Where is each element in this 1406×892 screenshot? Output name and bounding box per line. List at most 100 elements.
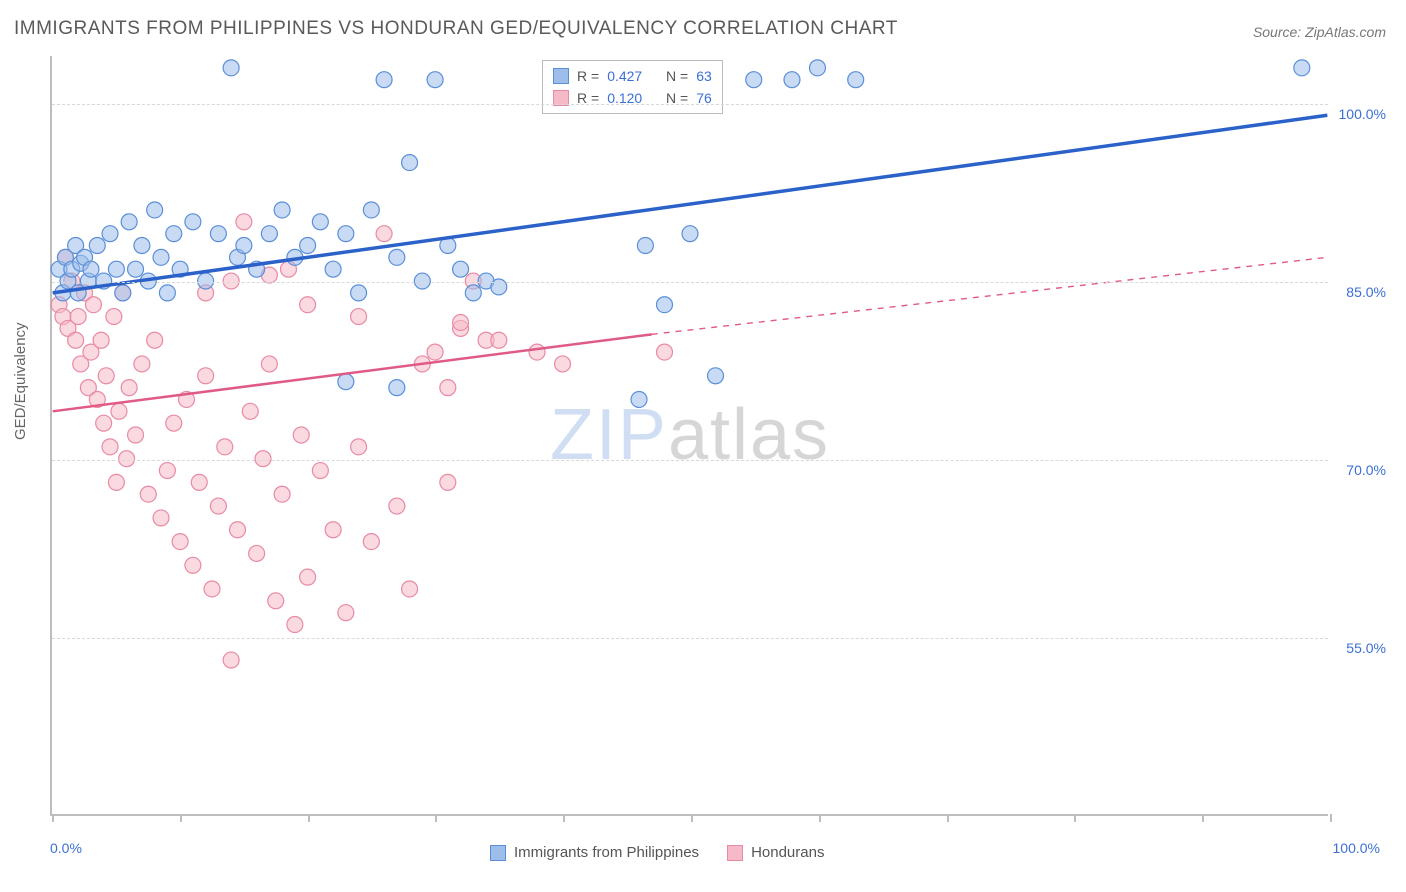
regression-line [53,334,652,411]
scatter-point [111,403,127,419]
plot-area: ZIPatlas R = 0.427 N = 63 R = 0.120 N = … [50,56,1328,816]
y-tick-label: 85.0% [1334,284,1386,300]
scatter-point [119,451,135,467]
scatter-point [204,581,220,597]
plot-container: ZIPatlas R = 0.427 N = 63 R = 0.120 N = … [50,56,1388,816]
scatter-point [191,474,207,490]
scatter-point [147,332,163,348]
scatter-point [166,226,182,242]
scatter-point [210,226,226,242]
x-min-label: 0.0% [50,840,82,856]
legend-item-b: Hondurans [727,844,824,861]
r-value-b: 0.120 [607,87,642,109]
x-tick [180,814,182,822]
swatch-series-a [553,68,569,84]
scatter-point [261,356,277,372]
scatter-point [351,309,367,325]
r-label: R = [577,65,599,87]
y-tick-label: 70.0% [1334,462,1386,478]
gridline [52,460,1328,461]
scatter-point [784,72,800,88]
x-tick [947,814,949,822]
scatter-point [121,380,137,396]
x-tick [308,814,310,822]
scatter-point [708,368,724,384]
scatter-point [453,315,469,331]
scatter-point [128,427,144,443]
n-value-a: 63 [696,65,712,87]
scatter-point [185,214,201,230]
scatter-point [108,474,124,490]
scatter-point [338,374,354,390]
scatter-point [166,415,182,431]
scatter-point [848,72,864,88]
scatter-point [242,403,258,419]
stats-row-b: R = 0.120 N = 76 [553,87,712,109]
x-tick [563,814,565,822]
scatter-point [746,72,762,88]
x-tick [1074,814,1076,822]
regression-line [53,115,1328,293]
scatter-point [102,439,118,455]
scatter-point [98,368,114,384]
scatter-point [491,332,507,348]
bottom-legend: Immigrants from Philippines Hondurans [490,844,824,861]
scatter-point [236,214,252,230]
gridline [52,282,1328,283]
scatter-point [198,368,214,384]
scatter-point [809,60,825,76]
scatter-point [312,463,328,479]
scatter-point [115,285,131,301]
scatter-point [217,439,233,455]
scatter-point [312,214,328,230]
scatter-point [102,226,118,242]
x-tick [52,814,54,822]
scatter-point [223,652,239,668]
scatter-point [389,498,405,514]
scatter-point [85,297,101,313]
scatter-point [682,226,698,242]
scatter-point [128,261,144,277]
y-axis-title: GED/Equivalency [12,322,29,440]
regression-line [652,257,1328,334]
scatter-point [389,249,405,265]
x-tick [819,814,821,822]
scatter-point [631,391,647,407]
scatter-point [440,474,456,490]
stats-legend: R = 0.427 N = 63 R = 0.120 N = 76 [542,60,723,114]
scatter-point [389,380,405,396]
scatter-point [96,415,112,431]
source-attribution: Source: ZipAtlas.com [1253,24,1386,40]
scatter-point [268,593,284,609]
scatter-point [108,261,124,277]
scatter-point [255,451,271,467]
scatter-svg [52,56,1328,814]
y-tick-label: 55.0% [1334,640,1386,656]
scatter-point [325,261,341,277]
scatter-point [153,249,169,265]
r-value-a: 0.427 [607,65,642,87]
scatter-point [465,285,481,301]
scatter-point [363,534,379,550]
scatter-point [300,569,316,585]
scatter-point [147,202,163,218]
gridline [52,638,1328,639]
gridline [52,104,1328,105]
scatter-point [351,285,367,301]
scatter-point [153,510,169,526]
scatter-point [453,261,469,277]
chart-title: IMMIGRANTS FROM PHILIPPINES VS HONDURAN … [14,18,898,40]
scatter-point [657,297,673,313]
scatter-point [274,202,290,218]
scatter-point [363,202,379,218]
n-label: N = [666,65,688,87]
source-value: ZipAtlas.com [1305,24,1386,40]
scatter-point [83,261,99,277]
scatter-point [249,545,265,561]
scatter-point [68,332,84,348]
scatter-point [140,486,156,502]
scatter-point [300,297,316,313]
n-value-b: 76 [696,87,712,109]
scatter-point [338,605,354,621]
scatter-point [93,332,109,348]
